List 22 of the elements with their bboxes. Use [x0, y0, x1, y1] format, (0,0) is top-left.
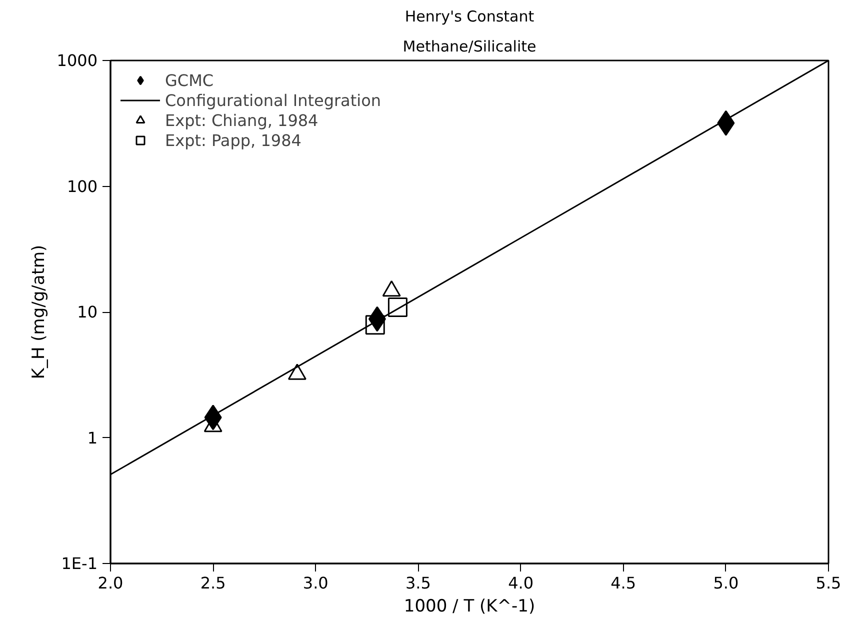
legend-label: Expt: Papp, 1984: [165, 130, 302, 150]
point: [388, 298, 408, 318]
y-tick-label: 1E-1: [61, 554, 98, 573]
x-tick-label: 3.0: [302, 574, 328, 592]
x-axis-title: 1000 / T (K^-1): [404, 596, 536, 616]
y-tick-label: 1000: [56, 51, 98, 70]
chart-title: Henry's Constant: [404, 8, 534, 26]
x-tick-label: 2.0: [98, 574, 124, 592]
x-tick-label: 5.5: [816, 574, 842, 592]
y-tick-label: 1: [87, 428, 98, 448]
y-tick-label: 10: [77, 302, 98, 322]
x-tick-label: 2.5: [200, 574, 226, 592]
chart-subtitle: Methane/Silicalite: [402, 38, 536, 56]
x-tick-label: 4.5: [610, 574, 636, 592]
legend-label: GCMC: [165, 70, 214, 90]
legend-label: Configurational Integration: [165, 90, 382, 110]
x-tick-label: 5.0: [713, 574, 739, 592]
y-axis-title: K_H (mg/g/atm): [28, 244, 49, 380]
x-tick-label: 4.0: [508, 574, 534, 592]
legend-label: Expt: Chiang, 1984: [165, 110, 318, 130]
x-tick-label: 3.5: [405, 574, 431, 592]
y-tick-label: 100: [66, 176, 98, 196]
